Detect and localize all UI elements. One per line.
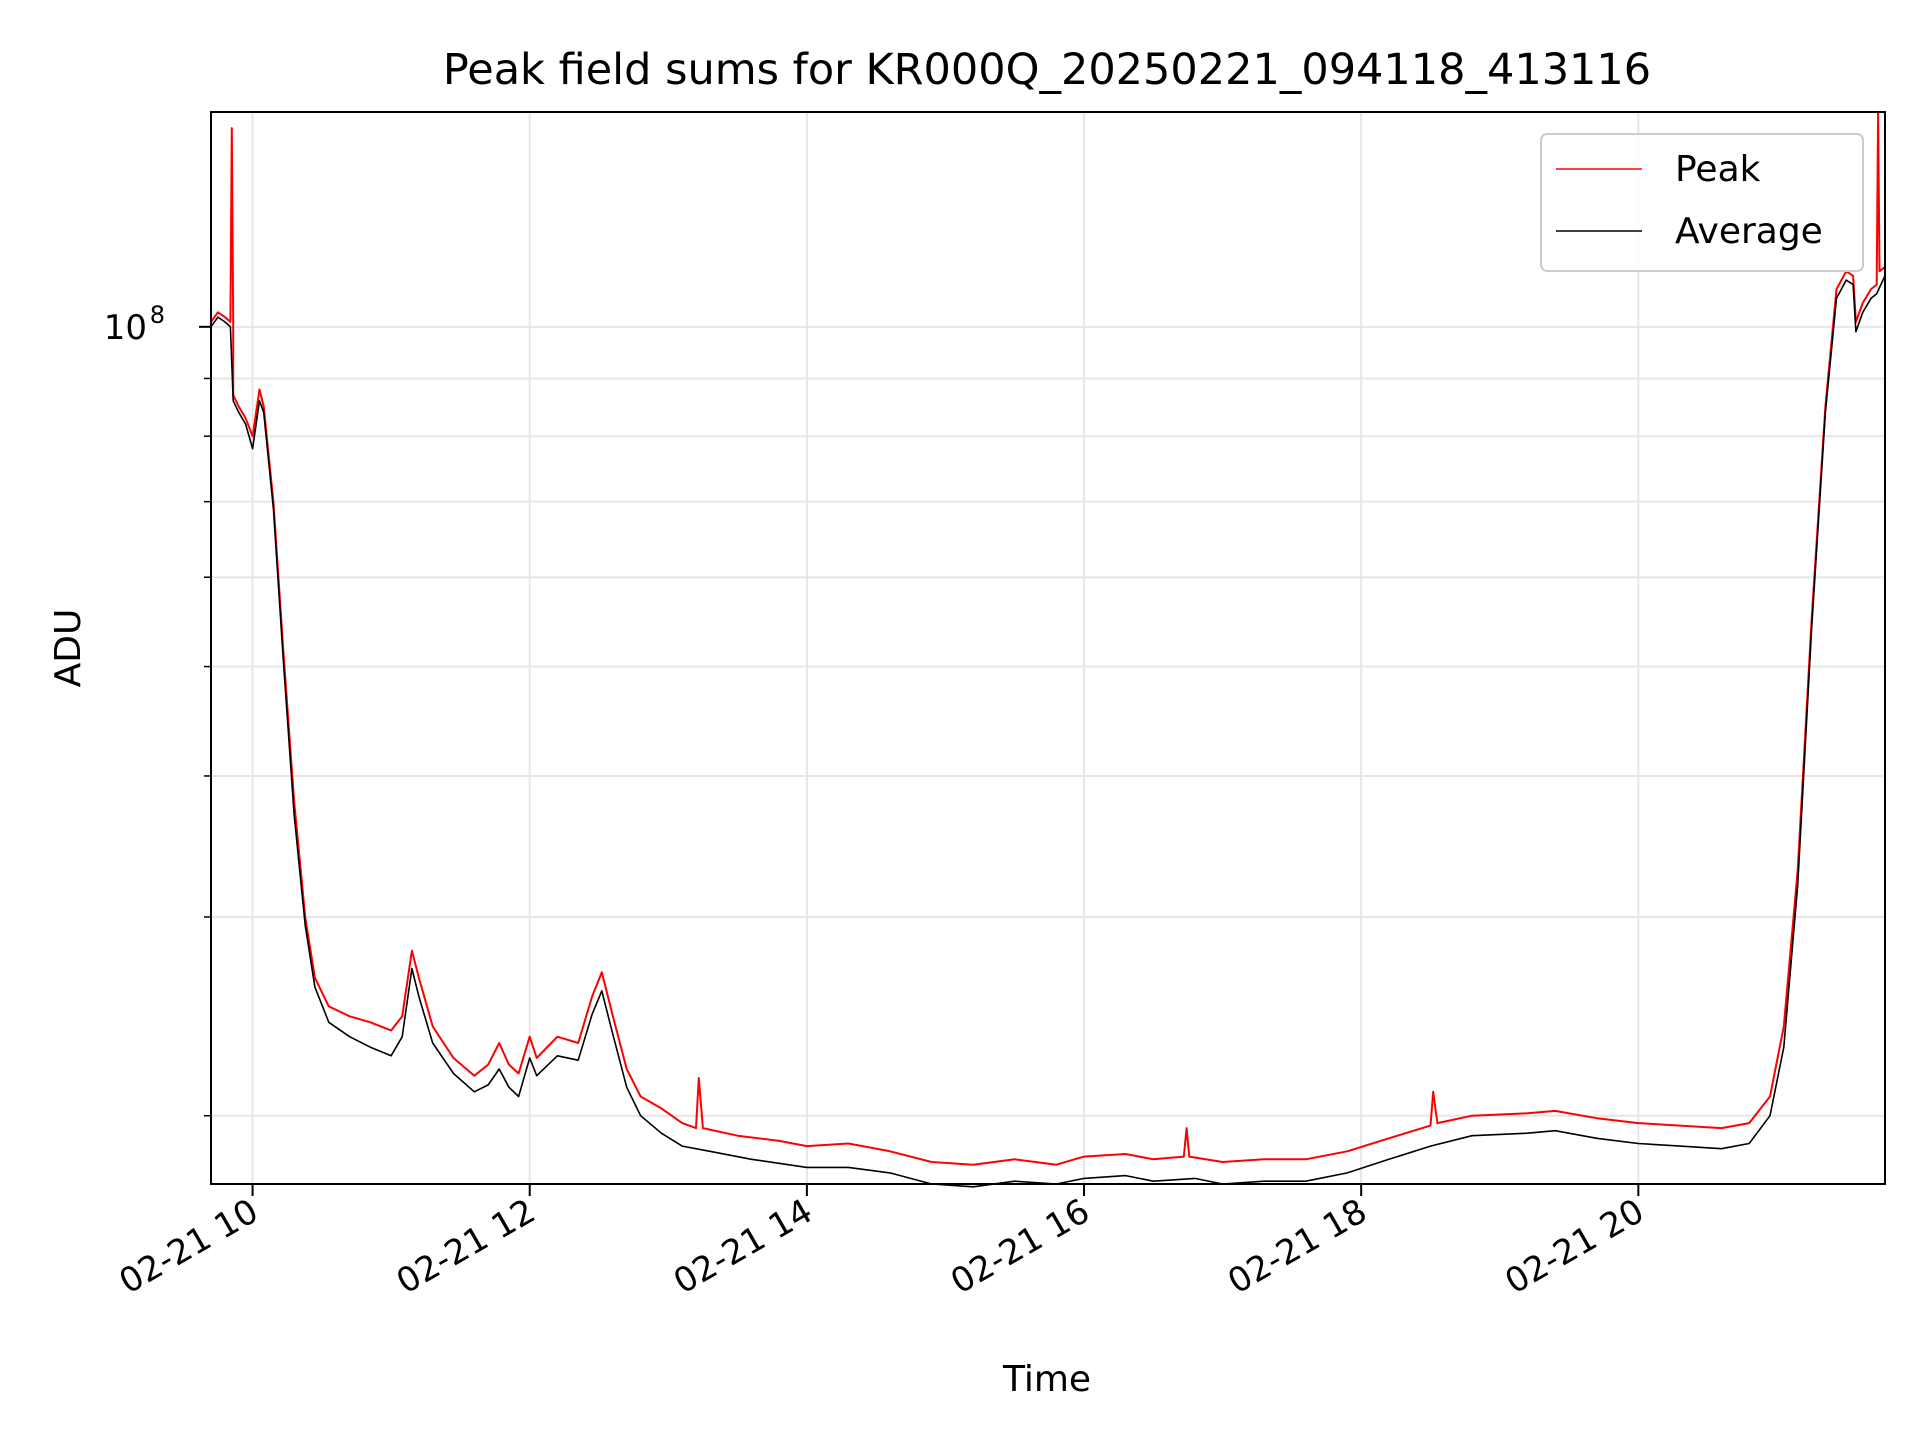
legend-label-peak: Peak (1675, 149, 1761, 190)
series-line-peak (210, 111, 1886, 1166)
y-tick-label-exponent: 8 (150, 301, 165, 329)
y-axis-ticks: 10 8 (104, 301, 211, 1117)
legend: Peak Average (1540, 133, 1864, 272)
series-line-average (210, 275, 1886, 1188)
legend-label-average: Average (1675, 211, 1823, 252)
x-axis-label: Time (1002, 1359, 1091, 1400)
y-tick-label-base: 10 (104, 308, 147, 348)
y-axis-label: ADU (48, 609, 89, 688)
plot-area-frame (210, 111, 1886, 1185)
series-layer (210, 111, 1886, 1188)
chart-title: Peak field sums for KR000Q_20250221_0941… (443, 45, 1651, 95)
grid-lines (211, 112, 1885, 1184)
